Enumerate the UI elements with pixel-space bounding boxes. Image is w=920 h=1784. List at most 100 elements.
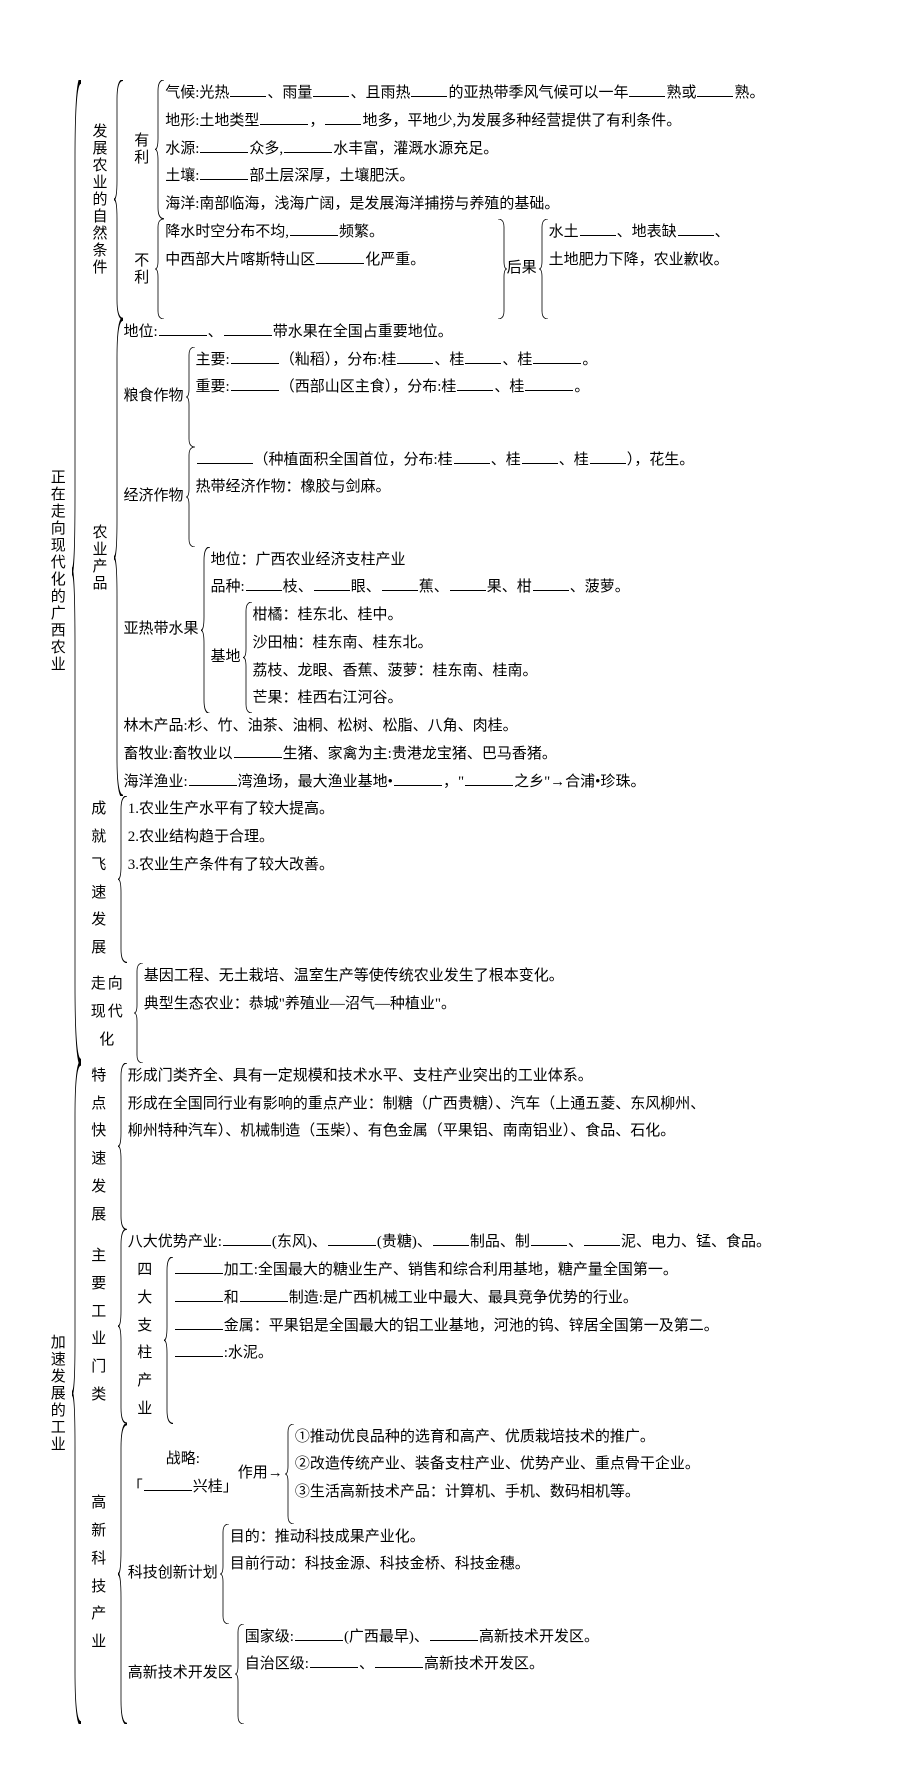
- zone-label: 高新技术开发区: [128, 1624, 235, 1724]
- base-4: 芒果：桂西右江河谷。: [253, 685, 880, 713]
- t: 带水果在全国占重要地位。: [273, 324, 453, 340]
- t: 地形:土地类型: [165, 113, 259, 129]
- adv-line: 八大优势产业:(东风)、(贵糖)、制品、制、泥、电力、锰、食品。: [128, 1229, 880, 1257]
- t: 兴桂: [193, 1479, 223, 1495]
- res-line-1: 水土、地表缺、: [549, 219, 880, 247]
- econ-line-1: （种植面积全国首位，分布:桂、桂、桂），花生。: [196, 447, 880, 475]
- unfav-line-1: 降水时空分布不均,频繁。: [165, 219, 496, 247]
- t: 地位:: [124, 324, 158, 340]
- brace: [243, 602, 253, 713]
- mod-label: 走向现代化: [82, 963, 134, 1063]
- zone-2: 自治区级:、高新技术开发区。: [245, 1651, 880, 1679]
- subtropical-fruit: 亚热带水果 地位：广西农业经济支柱产业 品种:枝、眼、蕉、果、柑、菠萝。 基地 …: [124, 547, 881, 714]
- fav-line-5: 海洋:南部临海，浅海广阔，是发展海洋捕捞与养殖的基础。: [165, 191, 880, 219]
- fav-line-3: 水源:众多,水丰富，灌溉水源充足。: [165, 136, 880, 164]
- blank: [175, 1314, 223, 1330]
- t: :水泥。: [224, 1345, 273, 1361]
- unfavorable: 不利 降水时空分布不均,频繁。 中西部大片喀斯特山区化严重。 后果 水土、地表缺…: [124, 219, 881, 319]
- blank: [260, 109, 308, 125]
- t: 枝、: [283, 579, 313, 595]
- t: 蕉、: [419, 579, 449, 595]
- t: 水丰富，灌溉水源充足。: [333, 141, 498, 157]
- brace: [118, 796, 128, 963]
- brace: [114, 319, 124, 797]
- t: 、: [568, 1234, 583, 1250]
- t: 、且雨热: [350, 85, 410, 101]
- t: 。: [574, 379, 589, 395]
- t: ，: [309, 113, 324, 129]
- t: 、桂: [434, 352, 464, 368]
- tech-label: 高新科技产业: [82, 1424, 118, 1724]
- brace: [186, 447, 196, 547]
- blank: [230, 81, 266, 97]
- t: 品种:: [211, 579, 245, 595]
- blank: [430, 1625, 478, 1641]
- blank: [159, 320, 207, 336]
- blank: [375, 1652, 423, 1668]
- feat-2: 形成在全国同行业有影响的重点产业：制糖（广西贵糖）、汽车（上通五菱、东风柳州、: [128, 1091, 880, 1119]
- base-2: 沙田柚：桂东南、桂东北。: [253, 630, 880, 658]
- fav-line-2: 地形:土地类型，地多，平地少,为发展多种经营提供了有利条件。: [165, 108, 880, 136]
- t: （种植面积全国首位，分布:桂: [254, 452, 453, 468]
- t: 制造:是广西机械工业中最大、最具竞争优势的行业。: [289, 1290, 638, 1306]
- grain-line-2: 重要:（西部山区主食），分布:桂、桂。: [196, 374, 880, 402]
- fruit-bases: 基地 柑橘：桂东北、桂中。 沙田柚：桂东南、桂东北。 荔枝、龙眼、香蕉、菠萝：桂…: [211, 602, 880, 713]
- brace: [220, 1524, 230, 1624]
- t: 眼、: [351, 579, 381, 595]
- t: 湾渔场，最大渔业基地•: [238, 774, 393, 790]
- hi-tech-zones: 高新技术开发区 国家级:(广西最早)、高新技术开发区。 自治区级:、高新技术开发…: [128, 1624, 880, 1724]
- blank: [290, 220, 338, 236]
- unfav-line-2: 中西部大片喀斯特山区 化严重。: [165, 247, 496, 275]
- blank: [525, 375, 573, 391]
- fav-line-4: 土壤:部土层深厚，土壤肥沃。: [165, 163, 880, 191]
- brace: [72, 1063, 82, 1724]
- brace: [155, 80, 165, 219]
- t: 频繁。: [339, 224, 384, 240]
- blank: [234, 742, 282, 758]
- plan-label: 科技创新计划: [128, 1524, 220, 1624]
- t: 中西部大片喀斯特山区: [165, 252, 315, 268]
- t: 化严重。: [365, 252, 425, 268]
- blank: [590, 448, 626, 464]
- t: （籼稻），分布:桂: [280, 352, 397, 368]
- ach-3: 3.农业生产条件有了较大改善。: [128, 852, 880, 880]
- ind-root-label: 加速发展的工业: [40, 1063, 72, 1724]
- pillar-label: 四大支柱产业: [128, 1257, 164, 1424]
- t: 海洋渔业:: [124, 774, 188, 790]
- fruit-var: 品种:枝、眼、蕉、果、柑、菠萝。: [211, 574, 880, 602]
- t: 高新技术开发区。: [424, 1656, 544, 1672]
- zone-1: 国家级:(广西最早)、高新技术开发区。: [245, 1624, 880, 1652]
- t: 、: [715, 224, 730, 240]
- mod-2: 典型生态农业：恭城"养殖业—沼气—种植业"。: [144, 991, 880, 1019]
- blank: [531, 1230, 567, 1246]
- role-2: ②改造传统产业、装备支柱产业、优势产业、重点骨干企业。: [295, 1451, 880, 1479]
- blank: [465, 348, 501, 364]
- t: 重要:: [196, 379, 230, 395]
- grain-label: 粮食作物: [124, 347, 186, 447]
- hi-tech: 高新科技产业 战略: 「兴桂」 作用→ ①推动优良品种的选育和高产、优质栽培技术…: [82, 1424, 880, 1724]
- strat-box: 战略: 「兴桂」: [128, 1424, 238, 1524]
- natural-conditions: 发展农业的自然条件 有利 气候:光热、雨量、且雨热的亚热带季风气候可以一年熟或熟…: [82, 80, 880, 319]
- base-3: 荔枝、龙眼、香蕉、菠萝：桂东南、桂南。: [253, 658, 880, 686]
- grain-line-1: 主要:（籼稻），分布:桂、桂、桂。: [196, 347, 880, 375]
- t: 八大优势产业:: [128, 1234, 222, 1250]
- brace: [134, 963, 144, 1063]
- t: 、: [208, 324, 223, 340]
- agriculture-section: 正在走向现代化的广西农业 发展农业的自然条件 有利 气候:光热、雨量、且雨热的亚…: [40, 80, 880, 1063]
- brace-close: [497, 219, 507, 319]
- agri-products: 农业产品 地位:、带水果在全国占重要地位。 粮食作物 主要:（籼稻），分布:桂、…: [82, 319, 880, 797]
- t: 、地表缺: [617, 224, 677, 240]
- t: 自治区级:: [245, 1656, 309, 1672]
- unfav-label: 不利: [124, 219, 156, 319]
- brace: [72, 80, 82, 1063]
- econ-crops: 经济作物 （种植面积全国首位，分布:桂、桂、桂），花生。 热带经济作物：橡胶与剑…: [124, 447, 881, 547]
- pillar-industries: 四大支柱产业 加工:全国最大的糖业生产、销售和综合利用基地，糖产量全国第一。 和…: [128, 1257, 880, 1424]
- brace: [114, 80, 124, 319]
- result-label: 后果: [507, 219, 539, 319]
- pillar-1: 加工:全国最大的糖业生产、销售和综合利用基地，糖产量全国第一。: [174, 1257, 880, 1285]
- grain-crops: 粮食作物 主要:（籼稻），分布:桂、桂、桂。 重要:（西部山区主食），分布:桂、…: [124, 347, 881, 447]
- ind-features: 特点快速发展 形成门类齐全、具有一定规模和技术水平、支柱产业突出的工业体系。 形…: [82, 1063, 880, 1230]
- agri-root-label: 正在走向现代化的广西农业: [40, 80, 72, 1063]
- t: 、桂: [494, 379, 524, 395]
- blank: [310, 1652, 358, 1668]
